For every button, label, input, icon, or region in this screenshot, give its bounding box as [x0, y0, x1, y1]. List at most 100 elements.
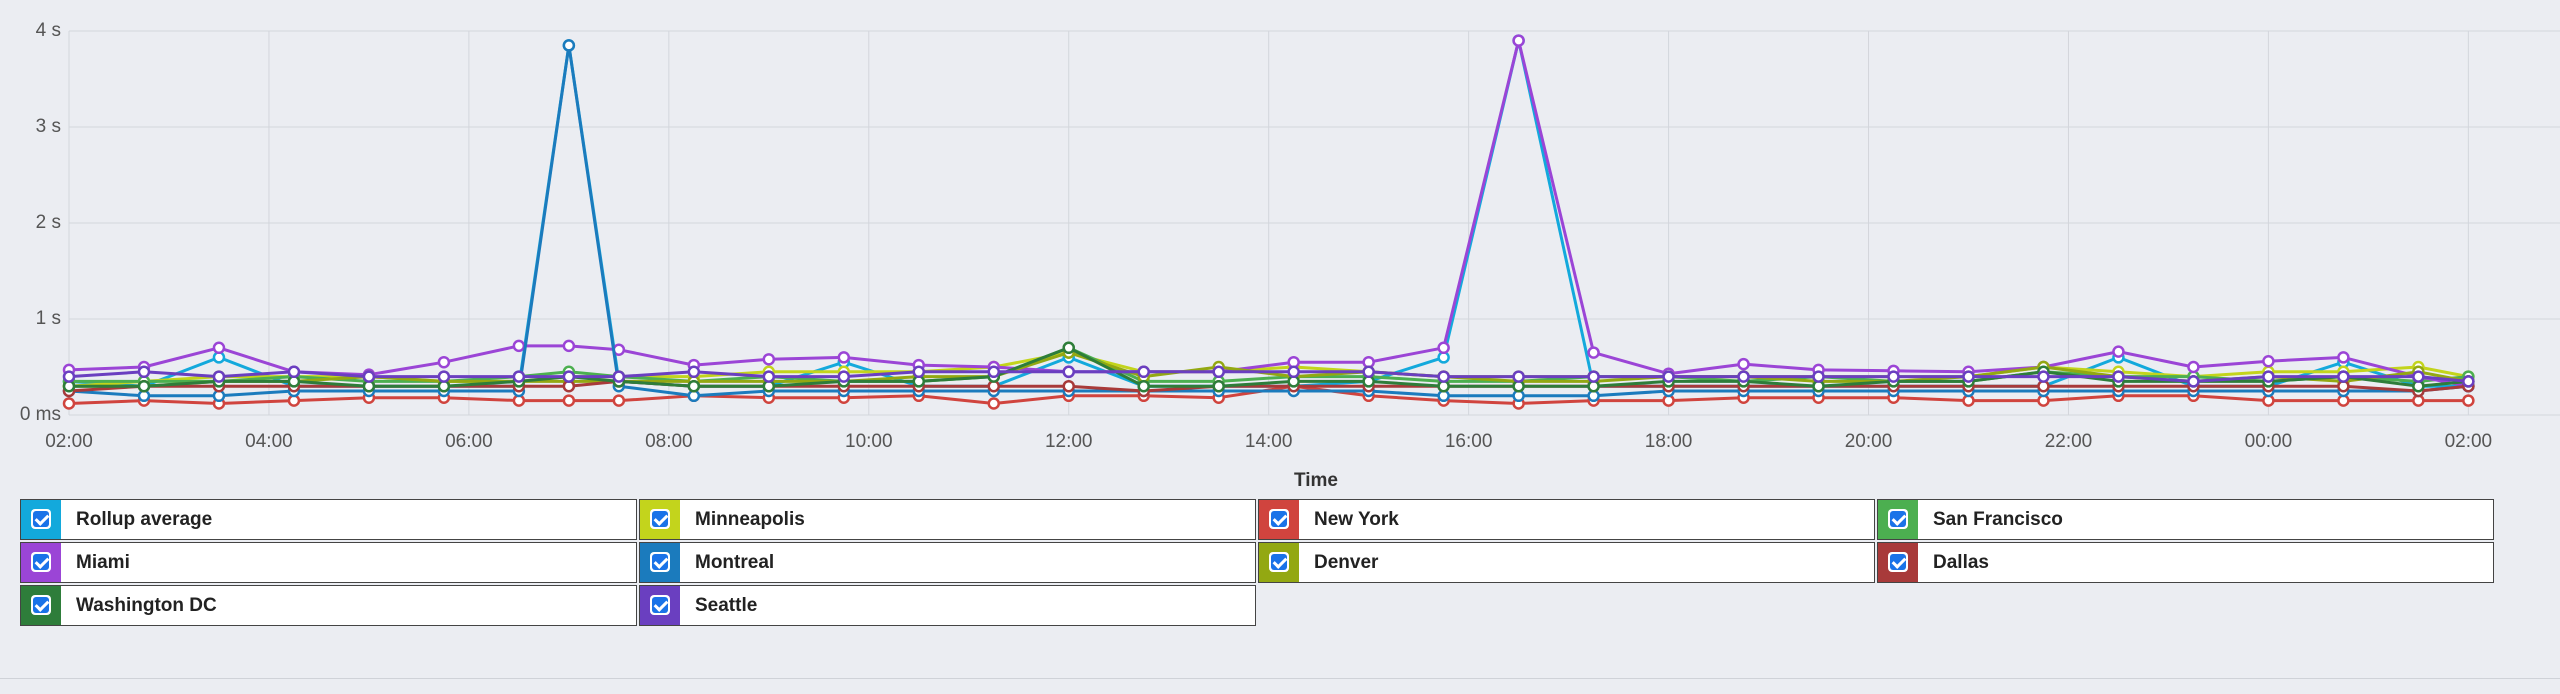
legend-item[interactable]: Denver	[1258, 542, 1875, 583]
data-point	[562, 339, 576, 353]
legend-checkbox[interactable]	[650, 595, 670, 615]
data-point	[612, 394, 626, 407]
data-point	[212, 370, 226, 383]
legend-checkbox[interactable]	[1888, 509, 1908, 529]
data-point	[562, 370, 576, 383]
legend-label: Miami	[76, 552, 130, 573]
data-point	[1062, 365, 1075, 379]
data-point	[1062, 379, 1075, 393]
data-point	[1212, 379, 1225, 393]
legend-item[interactable]: Dallas	[1877, 542, 2494, 583]
legend-label: Denver	[1314, 552, 1379, 573]
data-point	[837, 370, 851, 383]
legend-item[interactable]: Rollup average	[20, 499, 637, 540]
legend-item[interactable]: Minneapolis	[639, 499, 1256, 540]
series-line	[68, 39, 2469, 388]
y-tick-label: 0 ms	[20, 404, 61, 425]
x-tick-label: 02:00	[2445, 431, 2493, 452]
legend-item[interactable]: Washington DC	[20, 585, 637, 626]
legend-swatch	[1259, 500, 1299, 539]
x-tick-label: 08:00	[645, 431, 693, 452]
data-point	[2187, 375, 2200, 388]
legend-checkbox[interactable]	[1269, 509, 1289, 529]
x-tick-label: 02:00	[45, 431, 93, 452]
legend-label: Seattle	[695, 595, 758, 616]
data-point	[1212, 365, 1225, 379]
y-tick-label: 3 s	[36, 116, 61, 137]
legend-label: New York	[1314, 509, 1399, 530]
data-point	[137, 379, 151, 393]
data-point	[1587, 370, 1600, 383]
data-point	[512, 370, 526, 383]
legend-label: Montreal	[695, 552, 775, 573]
legend-swatch	[21, 543, 61, 582]
legend-item[interactable]: Seattle	[639, 585, 1256, 626]
data-point	[912, 365, 926, 379]
data-point	[2262, 370, 2275, 383]
data-point	[562, 39, 576, 52]
data-point	[837, 351, 851, 364]
x-tick-label: 22:00	[2045, 431, 2093, 452]
x-axis-title: Time	[1294, 470, 1338, 491]
y-tick-label: 1 s	[36, 308, 61, 329]
legend-item[interactable]: San Francisco	[1877, 499, 2494, 540]
data-point	[2037, 370, 2050, 383]
data-point	[987, 365, 1001, 379]
data-point	[2112, 370, 2125, 383]
data-point	[212, 341, 226, 355]
data-point	[2412, 370, 2425, 383]
data-point	[2337, 351, 2350, 364]
x-tick-label: 18:00	[1645, 431, 1693, 452]
data-point	[1812, 370, 1825, 383]
legend-checkbox[interactable]	[1888, 552, 1908, 572]
data-point	[987, 397, 1001, 410]
data-point	[137, 365, 151, 379]
legend-swatch	[1878, 543, 1918, 582]
x-tick-label: 12:00	[1045, 431, 1093, 452]
data-point	[612, 370, 626, 383]
legend-swatch	[1259, 543, 1299, 582]
legend-label: Minneapolis	[695, 509, 805, 530]
legend-checkbox[interactable]	[1269, 552, 1289, 572]
data-point	[1662, 370, 1675, 383]
y-tick-label: 4 s	[36, 20, 61, 41]
data-point	[1962, 370, 1975, 383]
legend-checkbox[interactable]	[31, 595, 51, 615]
data-point	[2462, 375, 2475, 388]
legend-checkbox[interactable]	[650, 509, 670, 529]
data-point	[1437, 341, 1450, 355]
legend-swatch	[640, 543, 680, 582]
data-point	[1362, 365, 1375, 379]
legend-item[interactable]: Miami	[20, 542, 637, 583]
x-tick-label: 10:00	[845, 431, 893, 452]
legend-item[interactable]: Montreal	[639, 542, 1256, 583]
legend-checkbox[interactable]	[31, 509, 51, 529]
series	[62, 365, 2475, 388]
series-line	[68, 43, 2469, 398]
x-tick-label: 06:00	[445, 431, 493, 452]
data-point	[287, 365, 301, 379]
data-point	[437, 370, 451, 383]
data-point	[1137, 379, 1150, 393]
data-point	[362, 370, 376, 383]
data-point	[1512, 34, 1525, 47]
x-tick-label: 00:00	[2245, 431, 2293, 452]
data-point	[1437, 370, 1450, 383]
data-point	[1737, 370, 1750, 383]
data-point	[762, 370, 776, 383]
series-line	[68, 370, 2469, 383]
data-point	[62, 397, 76, 410]
legend-checkbox[interactable]	[650, 552, 670, 572]
data-point	[2262, 354, 2275, 368]
data-point	[1512, 370, 1525, 383]
data-point	[687, 365, 701, 379]
data-point	[2187, 360, 2200, 374]
legend-checkbox[interactable]	[31, 552, 51, 572]
series-line	[69, 346, 2469, 383]
legend-label: Washington DC	[76, 595, 217, 616]
data-point	[687, 379, 701, 393]
legend-item[interactable]: New York	[1258, 499, 1875, 540]
x-tick-label: 16:00	[1445, 431, 1493, 452]
